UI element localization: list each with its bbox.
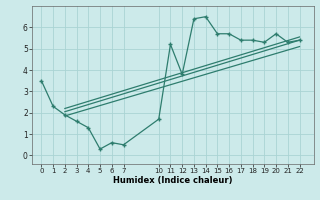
X-axis label: Humidex (Indice chaleur): Humidex (Indice chaleur) — [113, 176, 233, 185]
